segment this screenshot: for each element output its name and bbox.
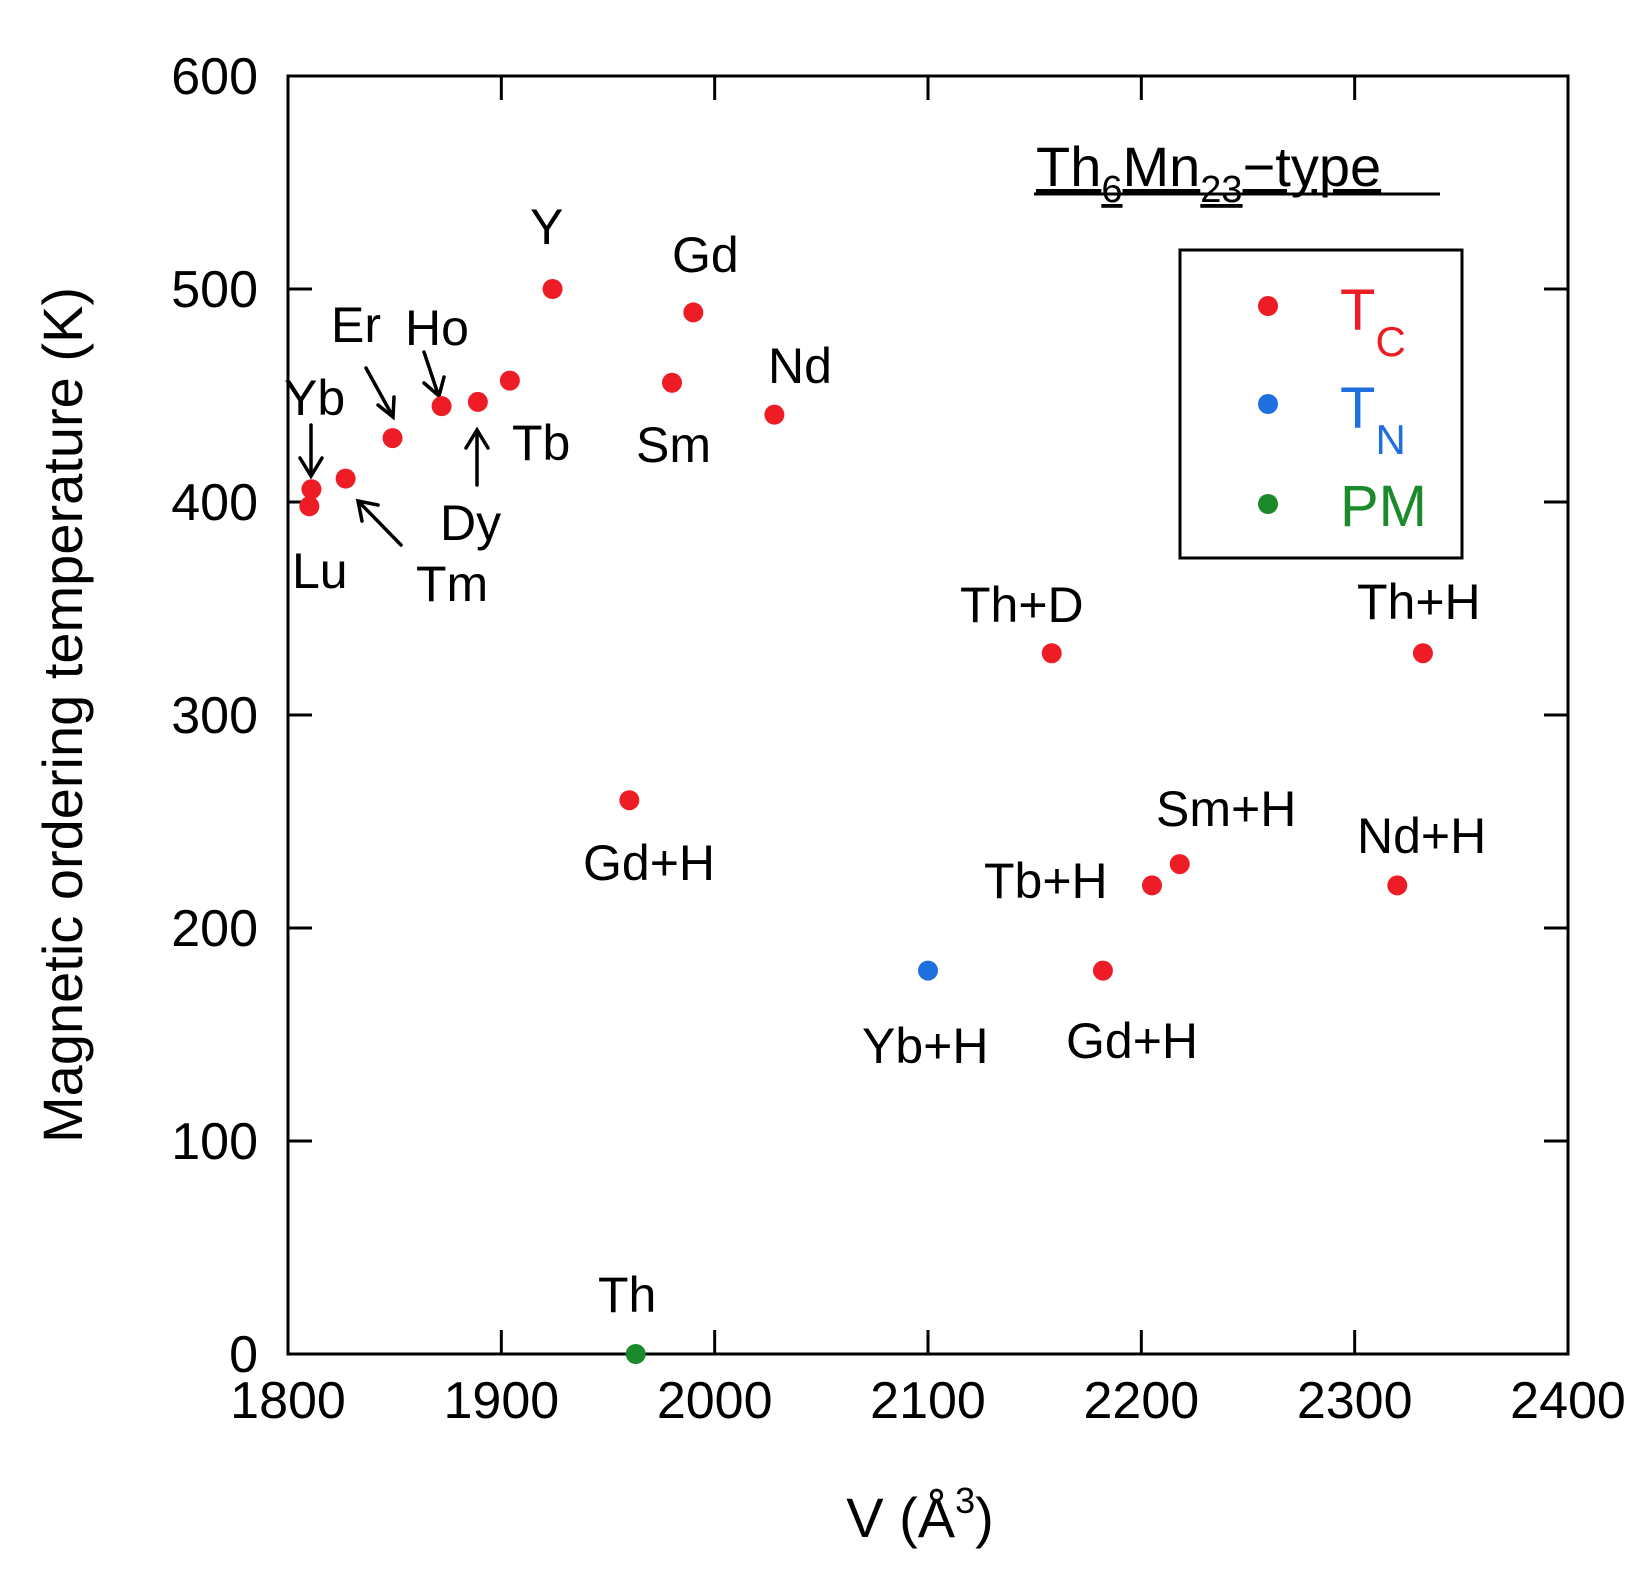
x-tick-label: 2300 bbox=[1297, 1372, 1413, 1430]
point-label-er: Er bbox=[331, 297, 381, 353]
title-mn: Mn bbox=[1123, 135, 1201, 198]
legend-label-pm: PM bbox=[1340, 474, 1427, 539]
x-tick-label: 2200 bbox=[1083, 1372, 1199, 1430]
point-label-lu: Lu bbox=[292, 543, 348, 599]
x-axis-label-unit: Å bbox=[918, 1486, 956, 1549]
point-label-nd-h: Nd+H bbox=[1357, 808, 1486, 864]
legend-entry-tc: TC bbox=[1258, 278, 1406, 365]
point-label-sm-h: Sm+H bbox=[1156, 781, 1296, 837]
data-point bbox=[625, 1344, 646, 1364]
x-tick-label: 1800 bbox=[230, 1372, 346, 1430]
legend: TC TN PM bbox=[1178, 248, 1464, 560]
x-tick-label: 2100 bbox=[870, 1372, 986, 1430]
pointer-arrows bbox=[298, 350, 490, 547]
legend-label-tn: TN bbox=[1340, 376, 1406, 463]
x-axis-label-close: ) bbox=[975, 1486, 994, 1549]
data-point bbox=[499, 370, 520, 391]
data-point bbox=[662, 372, 682, 393]
data-point bbox=[542, 279, 563, 299]
legend-marker-tc bbox=[1258, 296, 1278, 316]
point-label-tm: Tm bbox=[416, 556, 488, 612]
title-sub-23: 23 bbox=[1200, 169, 1242, 211]
x-tick-label: 2400 bbox=[1510, 1372, 1626, 1430]
point-label-gd-h-2: Gd+H bbox=[1066, 1013, 1198, 1069]
point-labels: Lu Yb Tm Er Ho Dy Tb Y Sm Gd Nd Gd+H Th … bbox=[284, 199, 1486, 1323]
title-th: Th bbox=[1036, 135, 1101, 198]
point-label-nd: Nd bbox=[768, 338, 832, 394]
arrow-tm bbox=[355, 498, 403, 547]
y-axis-label: Magnetic ordering temperature (K) bbox=[31, 287, 94, 1143]
point-label-ho: Ho bbox=[405, 300, 469, 356]
data-point bbox=[619, 790, 640, 811]
x-axis-label-exponent: 3 bbox=[955, 1480, 975, 1521]
point-label-th-h: Th+H bbox=[1357, 574, 1481, 630]
x-axis-label-v: V ( bbox=[846, 1486, 918, 1549]
y-tick-label: 100 bbox=[171, 1113, 258, 1171]
point-label-tb: Tb bbox=[512, 415, 570, 471]
y-tick-label: 300 bbox=[171, 687, 258, 745]
point-label-yb-h: Yb+H bbox=[862, 1018, 988, 1074]
y-tick-label: 400 bbox=[171, 474, 258, 532]
point-label-tb-h: Tb+H bbox=[984, 853, 1108, 909]
point-label-dy: Dy bbox=[440, 495, 501, 551]
arrow-ho bbox=[422, 350, 446, 400]
arrow-yb bbox=[298, 423, 324, 480]
point-label-sm: Sm bbox=[636, 417, 711, 473]
tick-labels: 1800 1900 2000 2100 2200 2300 2400 0 100 200 300 40… bbox=[171, 48, 1626, 1430]
legend-entry-pm: PM bbox=[1258, 474, 1427, 539]
data-point bbox=[299, 496, 320, 517]
point-label-th: Th bbox=[598, 1267, 656, 1323]
data-points bbox=[299, 279, 1433, 1364]
title-sub-6: 6 bbox=[1101, 169, 1122, 211]
data-point bbox=[301, 479, 322, 500]
arrow-dy bbox=[464, 426, 490, 487]
x-tick-label: 2000 bbox=[657, 1372, 773, 1430]
data-point bbox=[1387, 875, 1408, 896]
legend-box bbox=[1178, 248, 1464, 560]
data-point bbox=[1169, 854, 1190, 875]
data-point bbox=[1041, 643, 1062, 664]
point-label-gd-h-1: Gd+H bbox=[583, 835, 715, 891]
data-point bbox=[467, 391, 488, 412]
y-tick-label: 0 bbox=[229, 1326, 258, 1384]
data-point bbox=[335, 468, 356, 489]
data-point bbox=[382, 428, 403, 449]
x-axis-label: V (Å3) bbox=[846, 1480, 994, 1549]
legend-label-tn-main: T bbox=[1340, 376, 1375, 441]
arrow-er bbox=[364, 366, 396, 421]
point-label-th-d: Th+D bbox=[960, 577, 1084, 633]
data-point bbox=[1412, 643, 1433, 664]
x-tick-label: 1900 bbox=[443, 1372, 559, 1430]
data-point bbox=[683, 302, 704, 323]
data-point bbox=[918, 960, 938, 981]
data-point bbox=[431, 396, 452, 417]
y-tick-label: 500 bbox=[171, 261, 258, 319]
legend-label-tc-sub: C bbox=[1375, 318, 1405, 365]
legend-label-tn-sub: N bbox=[1375, 416, 1405, 463]
y-tick-label: 600 bbox=[171, 48, 258, 106]
legend-marker-pm bbox=[1258, 494, 1278, 514]
legend-marker-tn bbox=[1258, 394, 1278, 414]
legend-entry-tn: TN bbox=[1258, 376, 1406, 463]
title-type: −type bbox=[1243, 135, 1382, 198]
y-tick-label: 200 bbox=[171, 900, 258, 958]
data-point bbox=[1142, 875, 1162, 896]
data-point bbox=[764, 404, 785, 425]
point-label-gd: Gd bbox=[672, 227, 739, 283]
point-label-y: Y bbox=[530, 199, 563, 255]
legend-label-pm-main: PM bbox=[1340, 474, 1427, 539]
point-label-yb: Yb bbox=[284, 370, 345, 426]
data-point bbox=[1092, 960, 1113, 981]
legend-label-tc: TC bbox=[1340, 278, 1406, 365]
chart-title: Th6Mn23−type bbox=[1036, 135, 1381, 211]
axis-ticks bbox=[286, 74, 1570, 1356]
legend-label-tc-main: T bbox=[1340, 278, 1375, 343]
